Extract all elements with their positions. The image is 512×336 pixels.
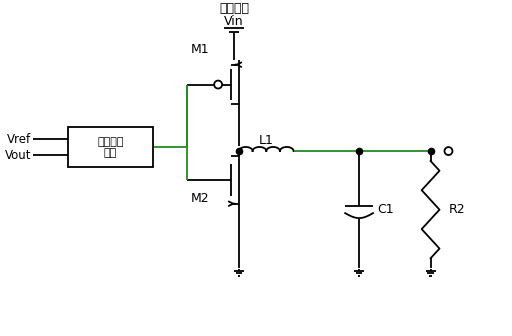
Text: C1: C1	[377, 203, 394, 216]
Bar	[68, 127, 153, 167]
Text: 直流电源: 直流电源	[219, 2, 249, 14]
Text: M2: M2	[190, 192, 209, 205]
Text: R2: R2	[449, 203, 465, 216]
Text: Vin: Vin	[224, 14, 244, 28]
Text: M1: M1	[190, 43, 209, 56]
Text: 逻辑控制: 逻辑控制	[97, 137, 123, 147]
Text: 电路: 电路	[104, 148, 117, 158]
Text: L1: L1	[259, 134, 274, 146]
Text: Vref: Vref	[7, 133, 31, 145]
Text: Vout: Vout	[5, 149, 31, 162]
